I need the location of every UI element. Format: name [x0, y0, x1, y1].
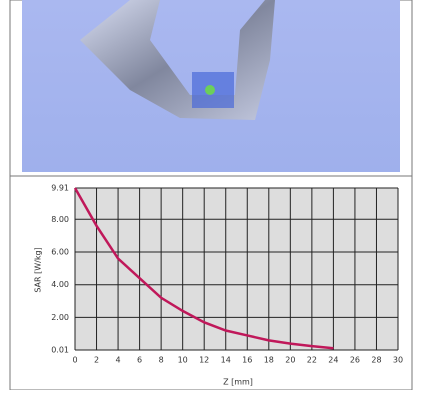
- y-tick-label: 8.00: [51, 215, 69, 224]
- x-tick-label: 12: [199, 356, 209, 365]
- y-tick-label: 6.00: [51, 247, 69, 256]
- plot-area: [75, 188, 398, 350]
- y-tick-label: 9.91: [51, 184, 69, 193]
- x-tick-label: 22: [307, 356, 317, 365]
- x-tick-label: 24: [328, 356, 338, 365]
- x-tick-label: 6: [137, 356, 142, 365]
- y-axis-label: SAR [W/kg]: [34, 247, 43, 292]
- data-line: [73, 187, 334, 350]
- plot: 0.012.004.006.008.009.910 2 4 6 8 10 12 14 16 18 2…: [51, 184, 403, 365]
- x-tick-label: 4: [116, 356, 121, 365]
- y-tick-label: 4.00: [51, 280, 69, 289]
- phone-model: [80, 0, 275, 120]
- x-tick-label: 18: [264, 356, 274, 365]
- x-tick-label: 28: [371, 356, 381, 365]
- x-tick-label: 26: [350, 356, 360, 365]
- x-tick-label: 0: [72, 356, 77, 365]
- x-tick-label: 16: [242, 356, 252, 365]
- x-tick-label: 20: [285, 356, 295, 365]
- x-axis-label: Z [mm]: [223, 378, 253, 387]
- x-tick-label: 8: [159, 356, 164, 365]
- x-tick-label: 2: [94, 356, 99, 365]
- y-tick-label: 2.00: [51, 313, 69, 322]
- x-tick-label: 14: [221, 356, 231, 365]
- x-tick-label: 10: [178, 356, 188, 365]
- y-tick-label: 0.01: [51, 346, 69, 355]
- hotspot: [205, 85, 215, 95]
- x-tick-label: 30: [393, 356, 403, 365]
